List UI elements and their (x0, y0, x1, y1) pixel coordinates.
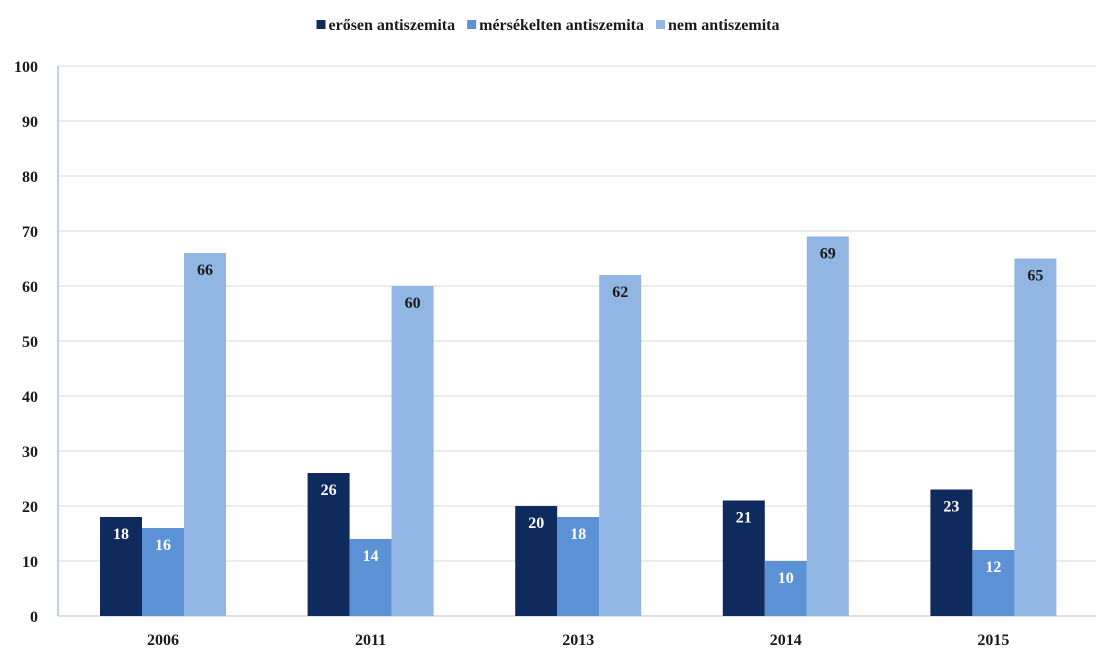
bar (930, 489, 973, 616)
x-tick-label: 2006 (147, 632, 179, 649)
bar (1014, 258, 1057, 616)
x-tick-label: 2014 (770, 632, 802, 649)
bar (806, 236, 849, 616)
data-label: 10 (778, 570, 794, 587)
y-tick-label: 40 (22, 389, 38, 406)
data-label: 26 (321, 482, 337, 499)
x-tick-label: 2011 (355, 632, 386, 649)
legend-swatch (655, 20, 665, 29)
data-label: 14 (363, 548, 379, 565)
bar (599, 275, 642, 616)
bar (349, 539, 392, 616)
bar (391, 286, 434, 616)
data-label: 18 (113, 526, 129, 543)
bar (100, 517, 142, 616)
data-label: 21 (736, 510, 752, 527)
bar (142, 528, 184, 616)
legend-label: mérsékelten antiszemita (479, 17, 644, 34)
bar (515, 506, 558, 616)
y-tick-label: 60 (22, 279, 38, 296)
bar (184, 253, 226, 616)
data-label: 18 (570, 526, 586, 543)
legend-swatch (467, 20, 477, 29)
bar (307, 473, 350, 616)
legend: erősen antiszemita mérsékelten antiszemit… (316, 17, 780, 34)
y-tick-label: 100 (14, 59, 38, 76)
x-tick-label: 2015 (977, 632, 1009, 649)
y-tick-label: 90 (22, 114, 38, 131)
x-tick-label: 2013 (562, 632, 594, 649)
data-label: 60 (405, 295, 421, 312)
legend-swatch (316, 20, 326, 29)
y-tick-label: 50 (22, 334, 38, 351)
y-tick-label: 10 (22, 554, 38, 571)
bar (557, 517, 600, 616)
data-label: 16 (155, 537, 171, 554)
bar (972, 550, 1015, 616)
data-label: 12 (985, 559, 1001, 576)
data-label: 69 (820, 246, 836, 263)
data-label: 65 (1027, 268, 1043, 285)
legend-label: erősen antiszemita (328, 17, 455, 34)
data-label: 66 (197, 262, 213, 279)
y-tick-label: 80 (22, 169, 38, 186)
y-tick-label: 70 (22, 224, 38, 241)
data-label: 62 (612, 284, 628, 301)
bars (100, 236, 1057, 616)
bar (722, 500, 765, 616)
gridlines (58, 65, 1096, 562)
bar (764, 561, 807, 616)
data-label: 20 (528, 515, 544, 532)
data-labels: 18 26 20 21 23 16 14 18 10 12 66 60 62 69 65 (113, 246, 1043, 588)
y-tick-label: 0 (30, 609, 38, 626)
y-tick-label: 20 (22, 499, 38, 516)
data-label: 23 (943, 499, 959, 516)
legend-label: nem antiszemita (668, 17, 780, 34)
y-tick-label: 30 (22, 444, 38, 461)
